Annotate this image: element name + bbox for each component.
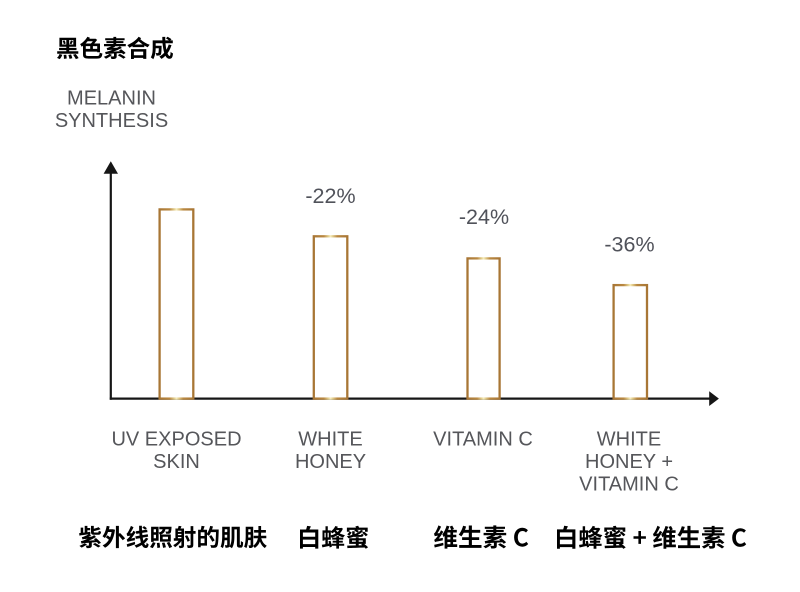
svg-text:WHITE: WHITE [597,429,661,451]
svg-text:SYNTHESIS: SYNTHESIS [55,110,168,132]
svg-text:-24%: -24% [459,205,509,229]
svg-text:VITAMIN C: VITAMIN C [579,474,679,496]
svg-text:MELANIN: MELANIN [67,88,156,110]
svg-text:HONEY +: HONEY + [585,451,673,473]
svg-text:-36%: -36% [604,233,654,257]
svg-text:SKIN: SKIN [153,451,200,473]
svg-text:HONEY: HONEY [295,451,366,473]
svg-text:UV EXPOSED: UV EXPOSED [111,429,241,451]
svg-text:-22%: -22% [305,184,355,208]
svg-text:WHITE: WHITE [298,429,362,451]
svg-text:VITAMIN C: VITAMIN C [433,429,533,451]
